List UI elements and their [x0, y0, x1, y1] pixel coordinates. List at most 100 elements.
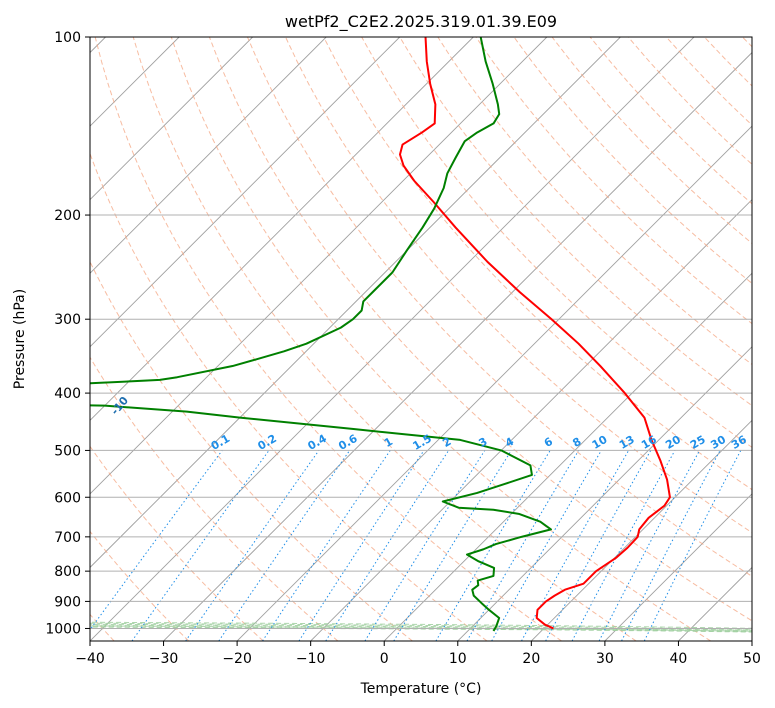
mixing-ratio-line	[325, 450, 450, 641]
dry-adiabat-line	[90, 445, 264, 641]
mixing-ratio-label: 30	[708, 433, 728, 452]
mixing-ratio-label: 13	[617, 433, 637, 452]
dry-adiabat-line	[170, 37, 712, 641]
mixing-ratio-line	[131, 450, 270, 641]
isotherm-line	[678, 566, 752, 641]
dry-adiabat-label: -10	[108, 394, 131, 418]
x-tick-label: −20	[222, 651, 252, 667]
y-axis-label: Pressure (hPa)	[12, 289, 28, 389]
mixing-ratio-line	[621, 450, 721, 641]
dry-adiabat-line	[132, 37, 637, 641]
y-tick-label: 300	[54, 312, 81, 328]
plot-frame	[89, 36, 753, 642]
dry-adiabat-line	[399, 37, 752, 407]
isotherm-line	[457, 346, 752, 641]
mixing-ratio-line	[545, 450, 652, 641]
mixing-ratio-line	[571, 450, 676, 641]
mixing-ratio-line	[598, 450, 701, 641]
isotherm-line	[751, 640, 752, 641]
isotherm-line	[90, 37, 695, 641]
isotherm-line	[531, 419, 752, 641]
background-lines	[90, 37, 752, 641]
dry-adiabat-line	[90, 356, 339, 641]
x-tick-label: 10	[449, 651, 467, 667]
x-tick-label: −10	[296, 651, 326, 667]
chart-title: wetPf2_C2E2.2025.319.01.39.E09	[285, 12, 557, 32]
y-tick-label: 100	[54, 30, 81, 46]
moist-adiabat-line	[90, 623, 752, 631]
isotherm-line	[90, 37, 401, 348]
mixing-ratio-line	[521, 450, 630, 641]
mixing-ratio-line	[90, 450, 223, 631]
dry-adiabat-line	[589, 37, 752, 205]
x-tick-label: 0	[380, 651, 389, 667]
mixing-ratio-label: 0.2	[256, 432, 279, 453]
mixing-ratio-label: 10	[590, 433, 610, 452]
dry-adiabat-line	[665, 37, 752, 126]
x-tick-label: −30	[149, 651, 179, 667]
profile-series	[90, 37, 671, 632]
x-tick-label: 40	[670, 651, 688, 667]
isotherm-line	[604, 493, 752, 641]
dry-adiabat-line	[90, 260, 413, 641]
y-tick-label: 700	[54, 530, 81, 546]
dry-adiabat-line	[94, 37, 562, 641]
y-tick-label: 900	[54, 594, 81, 610]
dry-adiabat-line	[90, 530, 190, 641]
y-tick-label: 1000	[45, 621, 81, 637]
mixing-ratio-line	[185, 450, 320, 641]
y-axis: 100 200 300 400 500 600 700 800 900 1000	[45, 30, 90, 637]
moist-adiabat-line	[90, 622, 752, 630]
dry-adiabat-line	[208, 37, 752, 622]
moist-adiabat-line	[90, 621, 752, 629]
mixing-ratio-line	[393, 450, 512, 641]
moist-adiabat-label: 40	[0, 586, 8, 599]
mixing-ratio-label: 0.4	[305, 432, 329, 453]
isotherm-line	[90, 37, 327, 274]
moist-adiabat-label: 10	[0, 504, 8, 517]
moist-adiabat-label: 0	[0, 470, 4, 483]
mixing-ratio-label: 20	[663, 433, 683, 452]
x-tick-label: −40	[75, 651, 105, 667]
mixing-ratio-line	[643, 450, 742, 641]
isotherm-line	[90, 37, 253, 201]
dry-adiabat-line	[703, 37, 752, 87]
x-axis: −40 −30 −20 −10 0 10 20 30 40 50	[75, 641, 761, 667]
dry-adiabat-line	[90, 152, 488, 641]
y-tick-label: 400	[54, 386, 81, 402]
temperature-profile-line	[398, 37, 671, 630]
mixing-ratio-label: 1	[382, 435, 395, 450]
dry-adiabat-line	[627, 37, 752, 165]
isotherm-line	[90, 37, 474, 421]
mixing-ratio-line	[262, 450, 391, 641]
moist-adiabat-label: 30	[0, 561, 8, 574]
isotherm-line	[236, 125, 752, 641]
x-tick-label: 50	[743, 651, 761, 667]
y-tick-label: 200	[54, 208, 81, 224]
mixing-ratio-label: 0.6	[336, 432, 360, 453]
dry-adiabat-line	[246, 37, 752, 577]
isotherm-line	[163, 51, 752, 641]
x-tick-label: 20	[522, 651, 540, 667]
y-tick-label: 500	[54, 443, 81, 459]
mixing-ratio-label: 0.1	[209, 432, 232, 453]
y-tick-label: 800	[54, 564, 81, 580]
mixing-ratio-label: 6	[542, 435, 555, 450]
dewpoint-profile-line	[90, 37, 552, 632]
moist-adiabat-label: 20	[0, 534, 8, 547]
x-axis-label: Temperature (°C)	[360, 681, 482, 697]
pressure-gridlines	[90, 37, 752, 629]
mixing-ratio-label: 25	[688, 433, 708, 452]
y-tick-label: 600	[54, 490, 81, 506]
line-labels: 0.10.20.40.611.52346810131620253036-100-…	[0, 394, 749, 599]
dry-adiabat-line	[742, 37, 752, 48]
dry-adiabat-line	[551, 37, 752, 245]
mixing-ratio-line	[466, 450, 580, 641]
mixing-ratio-line	[218, 450, 351, 641]
dry-adiabat-line	[437, 37, 752, 365]
isotherm-line	[90, 37, 548, 495]
dry-adiabat-line	[513, 37, 752, 284]
mixing-ratio-line	[298, 450, 425, 641]
dry-adiabat-line	[323, 37, 752, 491]
